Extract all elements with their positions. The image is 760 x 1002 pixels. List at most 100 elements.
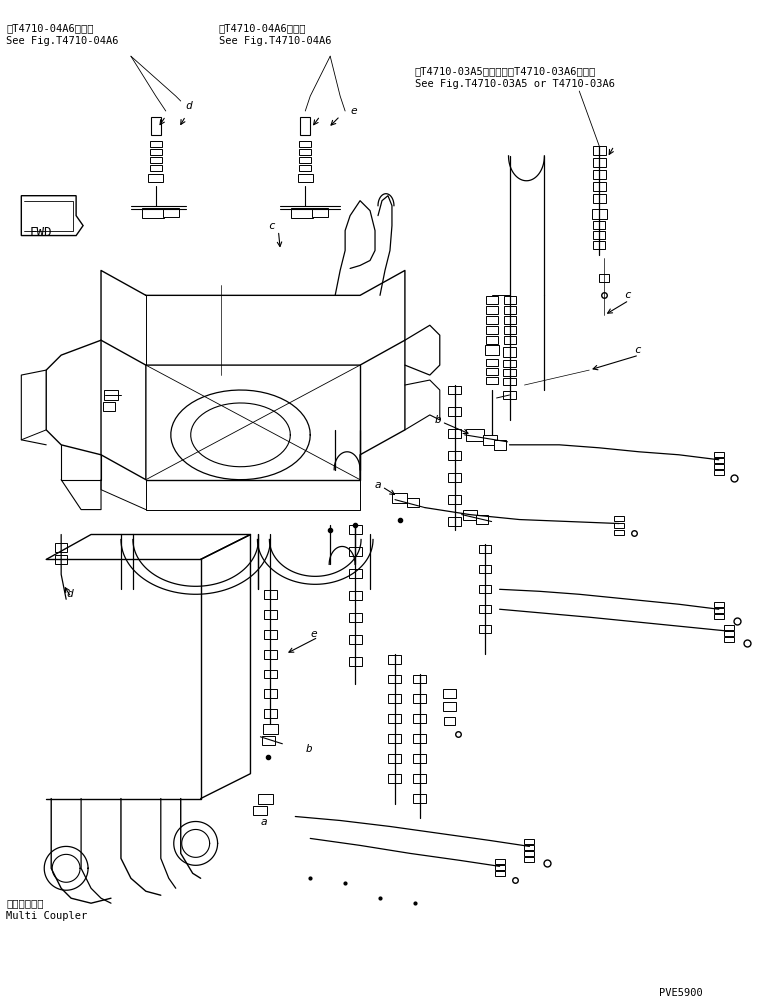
Bar	[614, 516, 624, 521]
Bar	[264, 610, 277, 618]
Bar	[103, 403, 115, 412]
Bar	[264, 709, 277, 718]
Bar	[495, 859, 505, 864]
Bar	[495, 865, 505, 870]
Bar	[504, 337, 515, 344]
Bar	[298, 173, 313, 181]
Bar	[495, 871, 505, 876]
Bar	[504, 307, 515, 315]
Bar	[349, 656, 362, 665]
Bar	[592, 208, 606, 218]
Text: マルチカプラ: マルチカプラ	[6, 898, 44, 908]
Bar	[479, 605, 491, 613]
Text: Multi Coupler: Multi Coupler	[6, 911, 87, 921]
Bar	[724, 624, 733, 629]
Text: See Fig.T4710-03A5 or T4710-03A6: See Fig.T4710-03A5 or T4710-03A6	[415, 79, 615, 89]
Bar	[150, 149, 162, 155]
Bar	[448, 495, 461, 504]
Bar	[349, 591, 362, 600]
Bar	[413, 755, 426, 764]
Bar	[264, 629, 277, 638]
Bar	[264, 590, 277, 599]
Text: b: b	[306, 743, 312, 754]
Bar	[299, 149, 312, 155]
Bar	[503, 360, 516, 367]
Bar	[448, 408, 461, 417]
Bar	[714, 452, 724, 457]
Bar	[524, 851, 534, 856]
Text: c: c	[634, 345, 641, 355]
Bar	[594, 220, 605, 228]
Bar	[524, 839, 534, 844]
Bar	[392, 493, 407, 503]
Text: 第T4710-04A6図参照: 第T4710-04A6図参照	[219, 23, 306, 33]
Text: See Fig.T4710-04A6: See Fig.T4710-04A6	[219, 36, 331, 46]
Bar	[443, 689, 456, 698]
Text: FWD: FWD	[30, 225, 52, 238]
Bar	[104, 390, 118, 400]
Bar	[504, 297, 515, 305]
Bar	[349, 569, 362, 578]
Bar	[150, 164, 162, 170]
Bar	[150, 117, 161, 135]
Bar	[388, 654, 401, 663]
Bar	[486, 317, 498, 325]
Text: See Fig.T4710-04A6: See Fig.T4710-04A6	[6, 36, 119, 46]
Bar	[142, 207, 164, 217]
Bar	[599, 275, 610, 283]
Bar	[262, 736, 275, 745]
Bar	[724, 636, 733, 641]
Bar	[594, 230, 605, 238]
Bar	[55, 555, 67, 564]
Bar	[479, 585, 491, 593]
Bar	[614, 530, 624, 535]
Bar	[466, 429, 483, 441]
Bar	[264, 649, 277, 658]
Bar	[264, 669, 277, 678]
Bar	[299, 157, 312, 162]
Bar	[254, 806, 268, 815]
Bar	[413, 734, 426, 743]
Bar	[493, 440, 505, 450]
Bar	[486, 337, 498, 344]
Bar	[312, 208, 328, 217]
Text: 第T4710-04A6図参照: 第T4710-04A6図参照	[6, 23, 94, 33]
Bar	[448, 451, 461, 460]
Bar	[593, 146, 606, 155]
Bar	[503, 378, 516, 385]
Bar	[502, 347, 517, 357]
Text: d: d	[185, 101, 192, 111]
Bar	[448, 473, 461, 482]
Bar	[593, 170, 606, 179]
Bar	[593, 194, 606, 203]
Bar	[486, 307, 498, 315]
Text: b: b	[435, 415, 442, 425]
Bar	[55, 543, 67, 552]
Bar	[150, 141, 162, 147]
Text: c: c	[624, 291, 631, 301]
Bar	[503, 391, 516, 400]
Bar	[388, 694, 401, 703]
Bar	[476, 515, 488, 524]
Bar	[388, 755, 401, 764]
Bar	[413, 674, 426, 683]
Bar	[264, 689, 277, 698]
Bar	[448, 386, 461, 395]
Bar	[388, 674, 401, 683]
Bar	[413, 694, 426, 703]
Bar	[413, 794, 426, 803]
Bar	[714, 602, 724, 607]
Bar	[504, 327, 515, 335]
Bar	[388, 734, 401, 743]
Bar	[349, 525, 362, 534]
Bar	[163, 208, 179, 217]
Bar	[300, 117, 310, 135]
Bar	[483, 435, 496, 445]
Bar	[349, 547, 362, 556]
Text: d: d	[66, 589, 73, 599]
Text: PVE5900: PVE5900	[659, 988, 703, 998]
Bar	[504, 317, 515, 325]
Bar	[479, 625, 491, 633]
Bar	[486, 359, 498, 366]
Bar	[593, 182, 606, 191]
